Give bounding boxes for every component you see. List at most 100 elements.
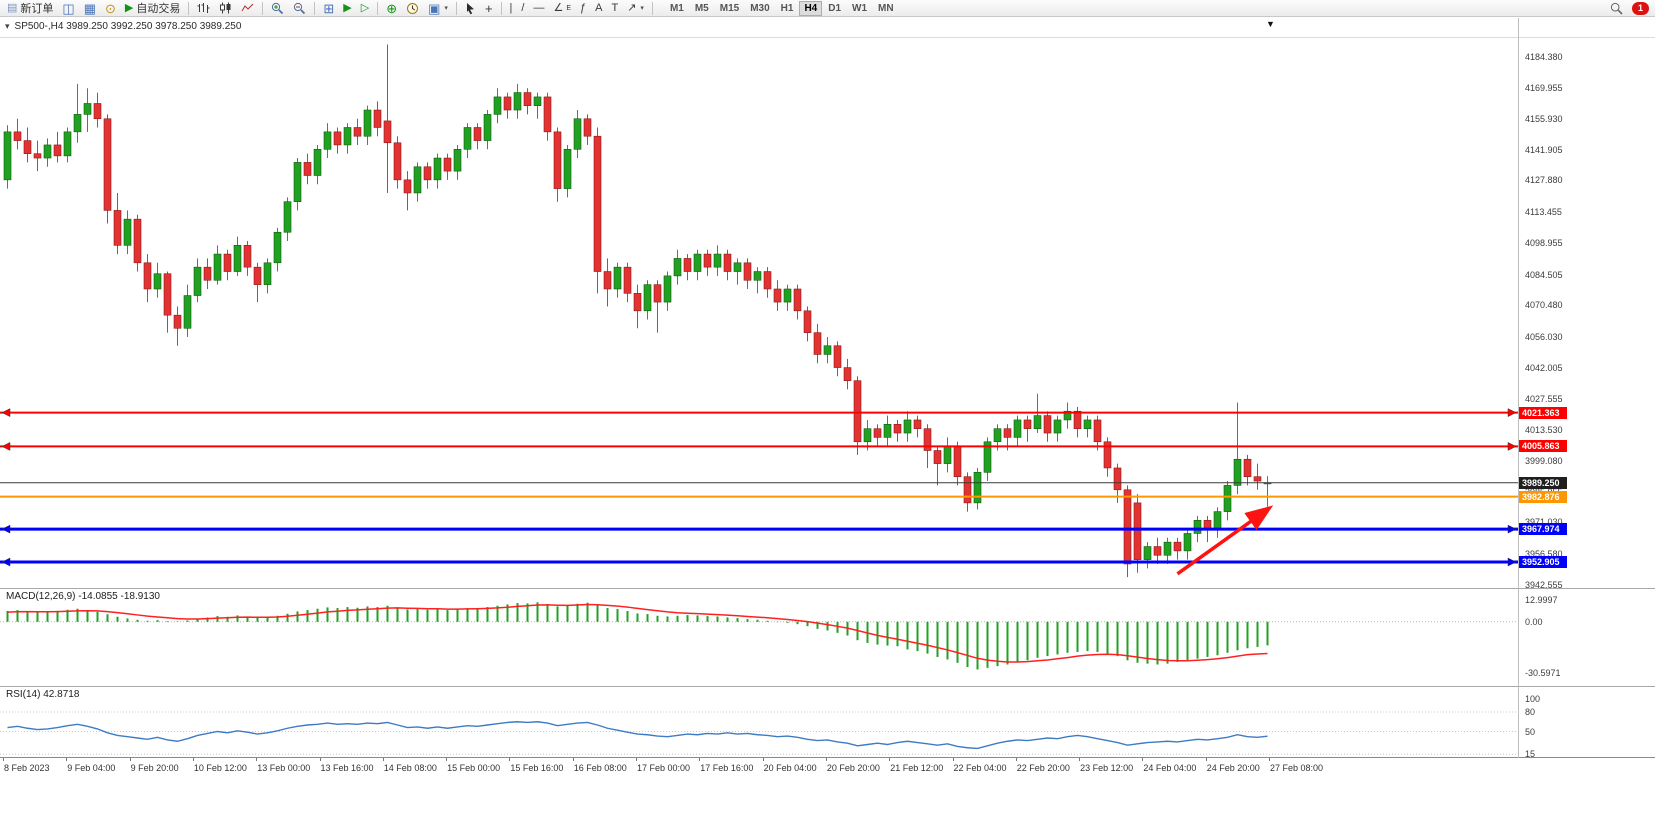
timeframe-m5-button[interactable]: M5 xyxy=(694,2,709,14)
time-axis-label: 9 Feb 20:00 xyxy=(130,763,179,773)
candle xyxy=(613,266,622,290)
horizontal-line-button[interactable]: — xyxy=(529,0,548,16)
candle xyxy=(893,424,902,434)
timeframe-mn-button[interactable]: MN xyxy=(878,2,894,14)
candle xyxy=(533,96,542,106)
notification-badge[interactable]: 1 xyxy=(1632,1,1649,15)
vertical-line-icon: | xyxy=(509,1,513,14)
timeframe-h4-button[interactable]: H4 xyxy=(799,0,823,16)
arrows-button[interactable]: ↗ ▾ xyxy=(623,0,648,16)
candle xyxy=(783,288,792,303)
price-scale[interactable]: 4184.380 4169.955 4155.930 4141.905 4127.880… xyxy=(1519,18,1655,778)
macd-label: MACD(12,26,9) -14.0855 -18.9130 xyxy=(6,591,160,602)
new-order-icon: ▤ xyxy=(7,1,18,14)
price-axis-label: 4141.905 xyxy=(1525,144,1563,155)
market-watch-button[interactable]: ▦ xyxy=(80,0,100,16)
period-button[interactable] xyxy=(402,0,423,16)
templates-button[interactable]: ▣ ▾ xyxy=(424,0,452,16)
candlestick-chart-button[interactable] xyxy=(215,0,236,16)
candle xyxy=(293,162,302,202)
support-line-blue-1-badge: 3967.974 xyxy=(1519,523,1567,536)
rsi-line xyxy=(7,721,1268,750)
fibonacci-button[interactable]: ƒ xyxy=(576,0,590,16)
rsi-panel-divider[interactable] xyxy=(0,686,1655,687)
time-axis-label: 20 Feb 04:00 xyxy=(763,763,817,773)
grid-button[interactable]: ⊞ xyxy=(319,0,338,16)
candle xyxy=(503,96,512,111)
cursor-button[interactable] xyxy=(461,0,480,16)
time-axis-tick xyxy=(382,758,384,761)
price-chart[interactable] xyxy=(0,18,1518,588)
candle xyxy=(753,271,762,281)
add-indicator-button[interactable]: ⊕ xyxy=(382,0,401,16)
candle xyxy=(373,109,382,128)
candle xyxy=(843,367,852,381)
candle xyxy=(1113,467,1122,491)
candle xyxy=(143,262,152,290)
scroll-position-marker[interactable]: ▼ xyxy=(1266,19,1275,29)
new-order-button[interactable]: ▤ 新订单 xyxy=(3,0,57,16)
time-axis-label: 10 Feb 12:00 xyxy=(193,763,247,773)
candle xyxy=(1043,415,1052,434)
line-chart-icon xyxy=(241,2,254,14)
candle xyxy=(673,258,682,277)
candle xyxy=(203,266,212,281)
candle xyxy=(653,284,662,303)
rsi-panel[interactable] xyxy=(0,687,1518,757)
toolbar-separator xyxy=(314,1,316,15)
candle xyxy=(813,332,822,355)
macd-panel-divider[interactable] xyxy=(0,588,1655,589)
line-chart-button[interactable] xyxy=(237,0,258,16)
candle xyxy=(693,253,702,272)
candle xyxy=(723,253,732,272)
candle xyxy=(633,293,642,312)
vertical-line-button[interactable]: | xyxy=(506,0,517,16)
zoom-in-button[interactable] xyxy=(267,0,288,16)
charts-button[interactable]: ◫ xyxy=(58,0,78,16)
one-click-trading-toggle[interactable]: ▾ xyxy=(5,21,10,31)
timeframe-m1-button[interactable]: M1 xyxy=(669,2,684,14)
toolbar-separator xyxy=(188,1,190,15)
chart-shift-button[interactable]: ▷ xyxy=(357,0,373,16)
candle xyxy=(903,419,912,434)
time-axis[interactable]: 8 Feb 2023 9 Feb 04:00 9 Feb 20:00 10 Feb 1… xyxy=(0,758,1518,778)
candle xyxy=(223,253,232,272)
timeframe-m15-button[interactable]: M15 xyxy=(719,2,740,14)
timeframe-d1-button[interactable]: D1 xyxy=(828,2,842,14)
search-button[interactable] xyxy=(1606,0,1627,16)
price-axis-label: 3956.580 xyxy=(1525,548,1563,559)
arrow-annotation[interactable] xyxy=(1176,505,1274,576)
candle xyxy=(123,218,132,246)
market-watch-icon: ▦ xyxy=(83,0,96,16)
candle xyxy=(883,424,892,438)
candle xyxy=(1053,419,1062,434)
candle xyxy=(63,131,72,157)
timeframe-w1-button[interactable]: W1 xyxy=(852,2,868,14)
time-axis-label: 24 Feb 20:00 xyxy=(1206,763,1260,773)
candle xyxy=(1163,541,1172,556)
equidistant-channel-button[interactable]: ∠ E xyxy=(549,0,575,16)
timeframe-h1-button[interactable]: H1 xyxy=(780,2,794,14)
candle xyxy=(1083,419,1092,429)
text-label-button[interactable]: T xyxy=(607,0,622,16)
auto-trading-button[interactable]: ▶ 自动交易 xyxy=(121,0,184,16)
macd-panel[interactable] xyxy=(0,589,1518,686)
chart-top-border xyxy=(0,37,1655,38)
grid-icon: ⊞ xyxy=(323,0,335,16)
candle xyxy=(343,127,352,146)
crosshair-button[interactable]: + xyxy=(481,0,497,16)
zoom-out-button[interactable] xyxy=(289,0,310,16)
candle xyxy=(253,266,262,285)
macd-scale-label: -30.5971 xyxy=(1525,668,1561,679)
economic-calendar-button[interactable]: ⊙ xyxy=(101,0,120,16)
text-button[interactable]: A xyxy=(591,0,606,16)
auto-scroll-button[interactable]: ▶ xyxy=(339,0,355,16)
bar-chart-button[interactable] xyxy=(193,0,214,16)
price-axis-label: 4084.505 xyxy=(1525,269,1563,280)
candle xyxy=(493,96,502,115)
candle xyxy=(793,288,802,312)
trendline-button[interactable]: / xyxy=(517,0,528,16)
timeframe-m30-button[interactable]: M30 xyxy=(750,2,770,14)
candle xyxy=(1173,541,1182,552)
time-axis-label: 13 Feb 16:00 xyxy=(320,763,374,773)
